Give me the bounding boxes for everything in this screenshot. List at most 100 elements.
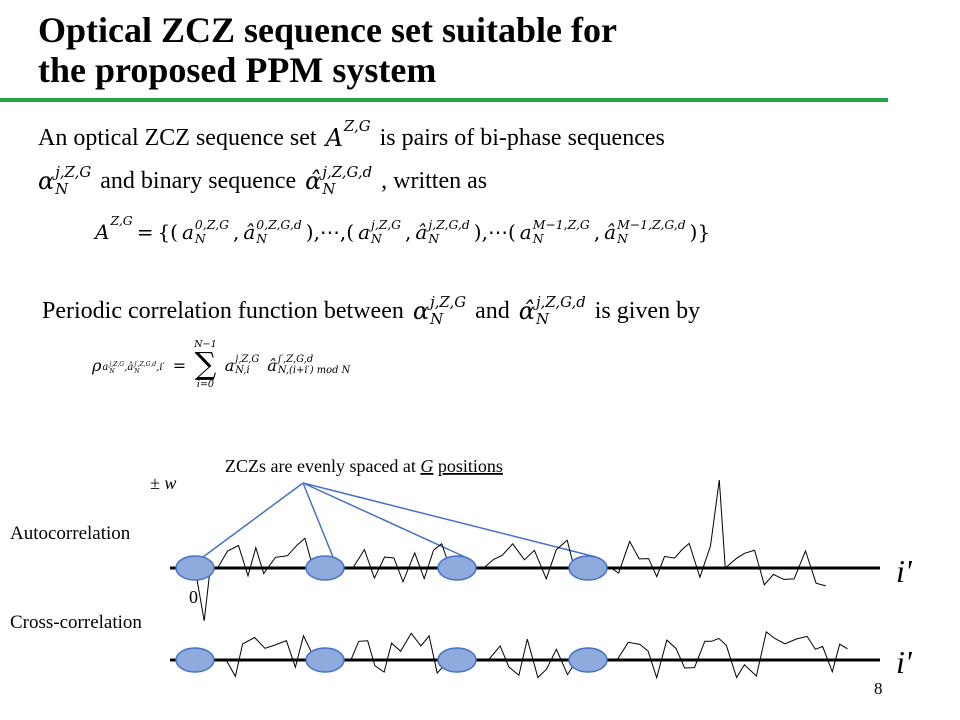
scripts: j,Z,G N xyxy=(55,163,92,199)
text: , written as xyxy=(381,167,488,194)
zcz-markers xyxy=(175,555,608,673)
equation: A Z,G ={(a 0,Z,G N, â 0,Z,G,d N),⋯,(a j,Z,G N, â j,… xyxy=(95,214,710,247)
subscript: N xyxy=(256,231,268,247)
subscript: N xyxy=(55,180,69,199)
superscript: j,Z,G xyxy=(55,163,92,181)
text: An optical ZCZ sequence set xyxy=(38,124,317,151)
math-symbol: α̂ j,Z,G,d N xyxy=(305,163,373,199)
subscript: N,i xyxy=(235,365,250,377)
lower-limit: i=0 xyxy=(196,379,215,391)
math-symbol: â j′,Z,G,d N,(i+i′) mod N xyxy=(267,354,350,377)
subscript: N xyxy=(617,231,628,247)
text: , xyxy=(232,220,240,245)
text: , xyxy=(405,220,412,245)
text: ),⋯,( xyxy=(305,220,355,245)
superscript: j,Z,G,d xyxy=(322,163,373,181)
annotation-symbol: G xyxy=(420,456,433,476)
symbol-base: a xyxy=(102,361,109,373)
scripts: j,Z,G N xyxy=(371,217,402,247)
scripts: j′,Z,G,d N xyxy=(134,361,156,375)
scripts: j,Z,G N xyxy=(109,361,124,375)
zcz-marker xyxy=(175,647,215,673)
text: = xyxy=(136,220,154,245)
zcz-marker xyxy=(175,555,215,581)
symbol-base: â xyxy=(127,361,134,373)
pointer-line xyxy=(202,482,304,558)
origin-label: 0 xyxy=(189,587,198,607)
symbol-base: a xyxy=(519,220,532,245)
math-symbol: a M−1,Z,G N xyxy=(519,217,590,247)
math-symbol: α̂ j,Z,G,d N xyxy=(518,293,586,329)
math-symbol: â 0,Z,G,d N xyxy=(243,217,301,247)
peak-label: ± w xyxy=(150,473,176,493)
text: {( xyxy=(157,220,178,245)
scripts: j,Z,G,d N xyxy=(322,163,373,199)
math-symbol: a j,Z,G N xyxy=(102,361,124,375)
axis-label: i' xyxy=(896,553,913,589)
superscript: j′,Z,G,d xyxy=(134,360,157,368)
superscript: 0,Z,G xyxy=(194,217,229,232)
math-symbol: a 0,Z,G N xyxy=(181,217,229,247)
pointer-line xyxy=(302,482,597,558)
text: = xyxy=(172,355,187,375)
subscript: N xyxy=(536,310,550,329)
superscript: Z,G xyxy=(110,213,133,229)
pointer-line xyxy=(302,482,466,558)
subscript: N xyxy=(322,180,336,199)
scripts: 0,Z,G N xyxy=(194,217,229,247)
text: is pairs of bi-phase sequences xyxy=(379,124,665,151)
superscript: Z,G xyxy=(343,117,371,135)
subscript: N xyxy=(134,367,140,375)
math-symbol: A Z,G xyxy=(95,214,133,245)
text-line: Periodic correlation function between α j,… xyxy=(42,293,700,329)
zcz-marker xyxy=(568,555,608,581)
symbol-base: α̂ xyxy=(518,297,535,326)
scripts: M−1,Z,G,d N xyxy=(617,217,686,247)
text: and binary sequence xyxy=(100,167,297,194)
scripts: j′,Z,G,d N,(i+i′) mod N xyxy=(278,354,350,377)
equation: ρ a j,Z,G N, â j′,Z,G,d N ,i′ = N−1 ∑ i=0 a j,Z,G N,i â… xyxy=(92,339,350,391)
math-symbol: α j,Z,G N xyxy=(38,163,92,199)
symbol-base: ρ xyxy=(92,355,102,375)
operator: N−1 ∑ i=0 xyxy=(194,339,217,391)
subscript: N xyxy=(430,310,444,329)
superscript: j,Z,G xyxy=(371,217,402,232)
annotation: ZCZs are evenly spaced at G positions xyxy=(225,456,503,476)
symbol-base: a xyxy=(224,355,235,375)
page-number: 8 xyxy=(874,679,883,698)
symbol-base: a xyxy=(181,220,194,245)
subscript: N xyxy=(428,231,440,247)
zcz-marker xyxy=(437,555,477,581)
math-symbol: α j,Z,G N xyxy=(412,293,466,329)
text: and xyxy=(475,297,510,324)
row-label: Autocorrelation xyxy=(10,523,131,544)
zcz-marker xyxy=(437,647,477,673)
annotation-text: positions xyxy=(438,456,503,476)
operator-symbol: ∑ xyxy=(194,347,217,383)
zcz-marker xyxy=(568,647,608,673)
math-symbol: a j,Z,G N,i xyxy=(225,354,260,377)
superscript: j,Z,G xyxy=(109,360,125,368)
symbol-base: â xyxy=(604,220,617,245)
wave xyxy=(178,479,826,621)
text: ,i′ xyxy=(156,361,165,373)
subscript: N xyxy=(109,367,115,375)
scripts: j,Z,G,d N xyxy=(536,293,586,329)
symbol-base: α xyxy=(412,297,430,326)
text: , xyxy=(593,220,601,245)
pointer-line xyxy=(302,482,334,558)
math-symbol: â j′,Z,G,d N xyxy=(127,361,156,375)
symbol-base: â xyxy=(267,355,277,375)
superscript: M−1,Z,G xyxy=(532,217,590,232)
math-symbol: â j,Z,G,d N xyxy=(415,217,469,247)
title-rule xyxy=(0,98,888,102)
superscript: j,Z,G xyxy=(235,353,260,365)
symbol-base: a xyxy=(358,220,371,245)
zcz-marker xyxy=(305,555,345,581)
scripts: j,Z,G N,i xyxy=(235,354,259,377)
zcz-marker xyxy=(305,647,345,673)
scripts: j,Z,G N xyxy=(430,293,466,329)
correlation-waves xyxy=(178,479,848,680)
annotation-text: ZCZs are evenly spaced at xyxy=(225,456,416,476)
scripts: a j,Z,G N, â j′,Z,G,d N ,i′ xyxy=(102,361,164,375)
